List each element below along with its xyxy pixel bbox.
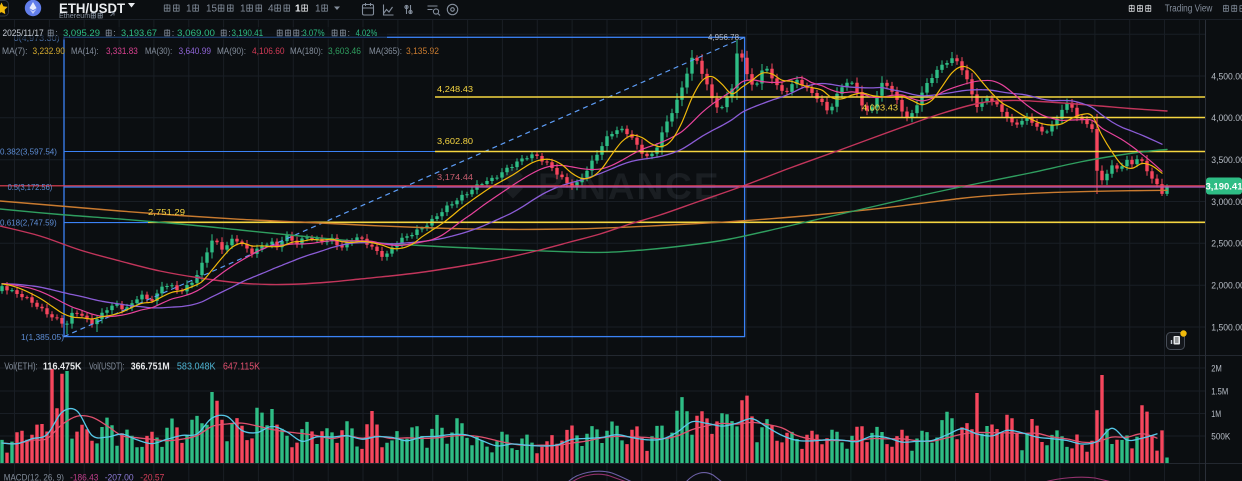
svg-text:4,003.43: 4,003.43 — [862, 103, 898, 113]
svg-text:15: 15 — [206, 4, 217, 15]
svg-text::: : — [348, 28, 351, 38]
svg-text:3,069.00: 3,069.00 — [177, 28, 215, 38]
svg-text:500K: 500K — [1211, 431, 1231, 442]
svg-text:1: 1 — [186, 4, 192, 15]
svg-text:Vol(ETH):: Vol(ETH): — [4, 361, 38, 372]
svg-text:1: 1 — [295, 4, 301, 15]
svg-text::: : — [301, 28, 304, 38]
svg-text:2M: 2M — [1211, 363, 1222, 374]
svg-text:4,106.60: 4,106.60 — [252, 46, 285, 56]
svg-text:2,751.29: 2,751.29 — [148, 207, 185, 217]
svg-text:3,331.83: 3,331.83 — [106, 46, 138, 56]
svg-text:3,190.41: 3,190.41 — [232, 28, 264, 38]
svg-text:4.02%: 4.02% — [356, 28, 378, 38]
svg-text:MA(365):: MA(365): — [369, 46, 402, 56]
svg-text:1: 1 — [240, 4, 246, 15]
svg-text:3.07%: 3.07% — [302, 28, 324, 38]
svg-text:2025/11/17: 2025/11/17 — [3, 28, 44, 38]
svg-text:583.048K: 583.048K — [177, 361, 216, 372]
svg-text:-207.00: -207.00 — [105, 473, 134, 481]
svg-text:3,193.67: 3,193.67 — [121, 28, 157, 38]
svg-text::: : — [172, 28, 175, 38]
svg-text:3,602.80: 3,602.80 — [437, 136, 473, 146]
svg-text:3,190.41: 3,190.41 — [1206, 182, 1242, 193]
svg-text:3,095.29: 3,095.29 — [63, 28, 100, 38]
svg-text:3,000.00: 3,000.00 — [1211, 197, 1242, 208]
svg-text:2,500.00: 2,500.00 — [1211, 239, 1242, 250]
svg-text:1,500.00: 1,500.00 — [1211, 322, 1242, 333]
svg-text:-186.43: -186.43 — [70, 473, 98, 481]
svg-text:116.475K: 116.475K — [43, 361, 82, 372]
svg-text:4: 4 — [268, 4, 274, 15]
svg-text::: : — [113, 28, 116, 38]
svg-text:Ethereum: Ethereum — [59, 11, 90, 20]
svg-text:MA(7):: MA(7): — [2, 46, 28, 56]
svg-text:0.5(3,172.56): 0.5(3,172.56) — [8, 182, 53, 192]
svg-text:ETH/USDT: ETH/USDT — [59, 1, 126, 16]
svg-text:647.115K: 647.115K — [223, 361, 260, 372]
svg-text:MA(14):: MA(14): — [71, 46, 99, 56]
svg-text:Trading View: Trading View — [1165, 4, 1213, 15]
svg-text:3,640.99: 3,640.99 — [179, 46, 212, 56]
svg-text:366.751M: 366.751M — [131, 361, 170, 372]
svg-text:3,174.44: 3,174.44 — [437, 172, 473, 182]
svg-text:3,135.92: 3,135.92 — [406, 46, 439, 56]
svg-text:0.618(2,747.59): 0.618(2,747.59) — [0, 218, 57, 228]
svg-text:MA(180):: MA(180): — [290, 46, 323, 56]
svg-text:4,956.78: 4,956.78 — [708, 32, 739, 42]
svg-text:3,500.00: 3,500.00 — [1211, 155, 1242, 166]
svg-text::: : — [55, 28, 58, 38]
svg-text:0.382(3,597.54): 0.382(3,597.54) — [0, 147, 57, 157]
svg-text:Vol(USDT):: Vol(USDT): — [89, 361, 125, 372]
svg-text:1(1,385.05): 1(1,385.05) — [21, 332, 64, 342]
svg-text:1.5M: 1.5M — [1211, 386, 1228, 397]
svg-text:MA(30):: MA(30): — [145, 46, 172, 56]
svg-text:3,232.90: 3,232.90 — [33, 46, 65, 56]
svg-text::: : — [228, 28, 231, 38]
svg-text:4,000.00: 4,000.00 — [1211, 113, 1242, 124]
svg-text:MACD(12, 26, 9): MACD(12, 26, 9) — [4, 473, 64, 481]
svg-text:4,500.00: 4,500.00 — [1211, 71, 1242, 82]
svg-text:2,000.00: 2,000.00 — [1211, 281, 1242, 292]
svg-text:-20.57: -20.57 — [140, 473, 164, 481]
svg-text:1M: 1M — [1211, 409, 1221, 420]
svg-text:3,603.46: 3,603.46 — [328, 46, 361, 56]
svg-text:MA(90):: MA(90): — [217, 46, 246, 56]
svg-text:4,248.43: 4,248.43 — [437, 84, 473, 94]
svg-text:1: 1 — [315, 4, 321, 15]
